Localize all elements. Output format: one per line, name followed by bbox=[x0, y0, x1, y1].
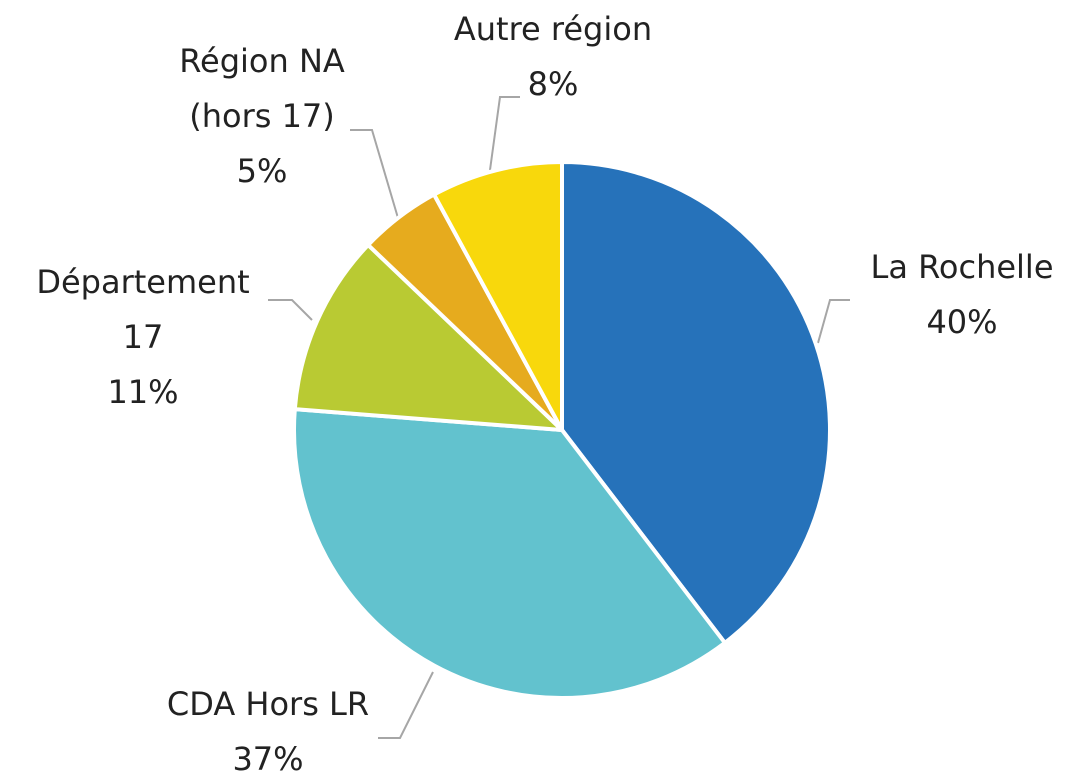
slice-label: CDA Hors LR 37% bbox=[108, 677, 428, 774]
value-label: 37% bbox=[232, 740, 304, 774]
pie-slice bbox=[292, 242, 564, 432]
value-label: 40% bbox=[926, 303, 998, 341]
value-label: 8% bbox=[527, 65, 579, 103]
pie-slice bbox=[560, 160, 832, 645]
category-label: Région NA (hors 17) bbox=[179, 42, 345, 135]
value-label: 11% bbox=[107, 373, 179, 411]
category-label: La Rochelle bbox=[870, 248, 1054, 286]
leader-line bbox=[350, 129, 399, 219]
slice-label: Autre région 8% bbox=[393, 2, 713, 112]
slice-label: La Rochelle 40% bbox=[802, 240, 1076, 350]
pie-slice bbox=[292, 407, 727, 700]
leader-line bbox=[268, 299, 313, 321]
leader-lines bbox=[268, 96, 850, 739]
pie-slice bbox=[432, 160, 564, 432]
value-label: 5% bbox=[236, 152, 288, 190]
category-label: Département 17 bbox=[36, 263, 250, 356]
leader-line bbox=[817, 299, 850, 344]
leader-line bbox=[378, 671, 434, 739]
category-label: Autre région bbox=[453, 10, 653, 48]
leader-line bbox=[489, 96, 520, 171]
slice-label: Département 17 11% bbox=[13, 255, 273, 420]
slice-label: Région NA (hors 17) 5% bbox=[157, 34, 367, 199]
category-label: CDA Hors LR bbox=[166, 685, 370, 723]
